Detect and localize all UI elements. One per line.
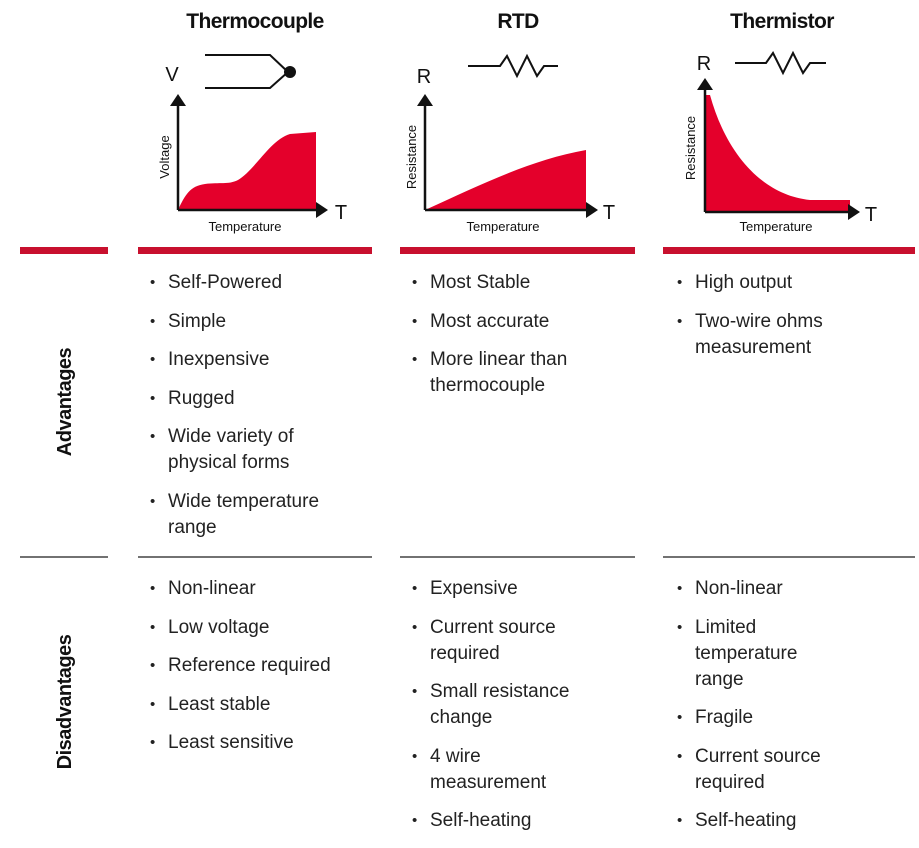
- x-axis-title: Temperature: [740, 219, 813, 234]
- list-item: Current source required: [410, 615, 640, 667]
- list-item: Expensive: [410, 576, 640, 602]
- arrow: [586, 202, 598, 218]
- x-label: T: [865, 204, 877, 226]
- disadvantages-list: Non-linear Limited temperature range Fragi…: [675, 576, 905, 847]
- curve-fill: [425, 150, 586, 210]
- advantages-list: High output Two-wire ohms measurement: [675, 270, 905, 373]
- arrow: [170, 94, 186, 106]
- list-item: Small resistance change: [410, 679, 640, 731]
- resistor: [735, 50, 826, 76]
- list-item: High output: [675, 270, 905, 296]
- disadvantages-list: Expensive Current source required Small re…: [410, 576, 640, 847]
- list-item: Self-Powered: [148, 270, 378, 296]
- list-item: Fragile: [675, 705, 905, 731]
- list-item: 4 wire measurement: [410, 744, 640, 796]
- column-title: Thermistor: [730, 10, 834, 33]
- list-item: Least sensitive: [148, 730, 378, 756]
- junction: [284, 66, 296, 78]
- list-item: Two-wire ohms measurement: [675, 309, 905, 361]
- list-item: Simple: [148, 309, 378, 335]
- row-label: Disadvantages: [54, 634, 76, 769]
- list-item: Inexpensive: [148, 347, 378, 373]
- red-dividers: [20, 247, 915, 254]
- advantages-list: Self-Powered Simple Inexpensive Rugged Wide …: [148, 270, 378, 553]
- curve-fill: [178, 132, 316, 210]
- list-item: Low voltage: [148, 615, 378, 641]
- list-item: Limited temperature range: [675, 615, 905, 693]
- curve-fill: [705, 95, 850, 212]
- list-item: Least stable: [148, 692, 378, 718]
- list-item: Wide variety of physical forms: [148, 424, 378, 476]
- x-axis-title: Temperature: [467, 219, 540, 234]
- list-item: Rugged: [148, 386, 378, 412]
- y-label: R: [417, 66, 431, 88]
- arrow: [417, 94, 433, 106]
- y-axis-title: Resistance: [683, 116, 698, 180]
- disadvantages-list: Non-linear Low voltage Reference required L…: [148, 576, 378, 769]
- list-item: Most accurate: [410, 309, 640, 335]
- list-item: Most Stable: [410, 270, 640, 296]
- list-item: Wide temperature range: [148, 489, 378, 541]
- x-label: T: [335, 202, 347, 224]
- y-axis-title: Voltage: [157, 135, 172, 178]
- list-item: Non-linear: [148, 576, 378, 602]
- advantages-list: Most Stable Most accurate More linear than…: [410, 270, 640, 412]
- y-label: V: [165, 64, 179, 86]
- list-item: Non-linear: [675, 576, 905, 602]
- column-title: RTD: [497, 10, 539, 33]
- row-label: Advantages: [54, 347, 76, 456]
- list-item: Current source required: [675, 744, 905, 796]
- column-title: Thermocouple: [186, 10, 323, 33]
- y-axis-title: Resistance: [404, 125, 419, 189]
- list-item: Reference required: [148, 653, 378, 679]
- resistor: [468, 53, 558, 79]
- arrow: [316, 202, 328, 218]
- list-item: Self-heating: [410, 808, 640, 834]
- list-item: More linear than thermocouple: [410, 347, 640, 399]
- x-label: T: [603, 202, 615, 224]
- thermocouple-icon: [205, 54, 290, 89]
- arrow: [848, 204, 860, 220]
- arrow: [697, 78, 713, 90]
- x-axis-title: Temperature: [209, 219, 282, 234]
- y-label: R: [697, 53, 711, 75]
- list-item: Self-heating: [675, 808, 905, 834]
